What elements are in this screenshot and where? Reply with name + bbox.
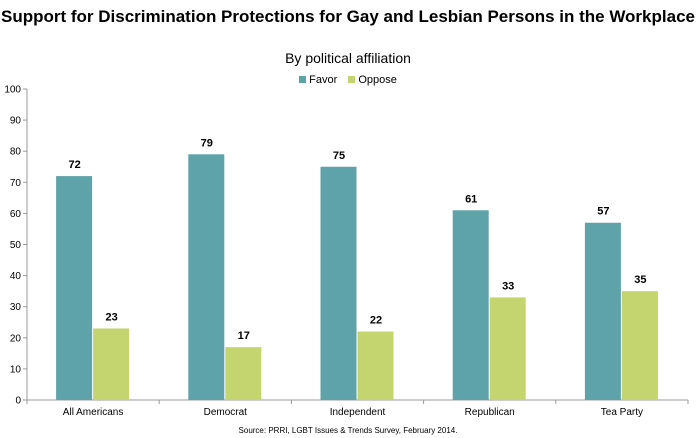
y-tick-label: 10 bbox=[10, 364, 22, 375]
data-label: 57 bbox=[597, 206, 609, 218]
bar-oppose bbox=[357, 331, 394, 400]
bar-favor bbox=[320, 166, 357, 400]
y-tick-label: 20 bbox=[10, 333, 22, 344]
source-note: Source: PRRI, LGBT Issues & Trends Surve… bbox=[238, 426, 458, 435]
bar-oppose bbox=[93, 328, 130, 400]
data-label: 33 bbox=[502, 280, 514, 292]
x-tick-label: Republican bbox=[465, 407, 515, 418]
x-tick-label: All Americans bbox=[63, 407, 124, 418]
data-label: 17 bbox=[238, 330, 250, 342]
legend-swatch-favor bbox=[299, 76, 307, 83]
y-tick-label: 40 bbox=[10, 271, 22, 282]
x-tick-label: Democrat bbox=[204, 407, 248, 418]
legend: Favor Oppose bbox=[0, 74, 696, 86]
data-label: 22 bbox=[370, 315, 382, 327]
legend-item-favor: Favor bbox=[299, 74, 337, 86]
bar-favor bbox=[584, 222, 621, 400]
x-tick-label: Independent bbox=[330, 407, 386, 418]
x-tick-label: Tea Party bbox=[601, 407, 643, 418]
data-label: 72 bbox=[68, 159, 80, 171]
legend-label-favor: Favor bbox=[309, 74, 338, 86]
legend-label-oppose: Oppose bbox=[358, 74, 397, 86]
data-label: 23 bbox=[105, 311, 117, 323]
bar-favor bbox=[56, 176, 93, 400]
y-tick-label: 70 bbox=[10, 178, 22, 189]
y-tick-label: 60 bbox=[10, 209, 22, 220]
bar-oppose bbox=[489, 297, 526, 400]
legend-item-oppose: Oppose bbox=[348, 74, 397, 86]
data-label: 75 bbox=[333, 150, 345, 162]
legend-swatch-oppose bbox=[348, 76, 356, 83]
data-label: 35 bbox=[634, 274, 646, 286]
chart-subtitle: By political affiliation bbox=[285, 50, 411, 66]
chart-title: Support for Discrimination Protections f… bbox=[1, 7, 695, 26]
bar-favor bbox=[188, 154, 225, 400]
y-tick-label: 30 bbox=[10, 302, 22, 313]
y-tick-label: 0 bbox=[15, 396, 21, 407]
y-tick-label: 100 bbox=[4, 85, 21, 96]
data-label: 79 bbox=[201, 137, 213, 149]
y-tick-label: 80 bbox=[10, 147, 22, 158]
y-tick-label: 90 bbox=[10, 116, 22, 127]
bar-oppose bbox=[621, 291, 658, 400]
y-tick-label: 50 bbox=[10, 240, 22, 251]
data-label: 61 bbox=[465, 193, 477, 205]
bar-favor bbox=[452, 210, 489, 400]
bar-oppose bbox=[225, 347, 262, 400]
